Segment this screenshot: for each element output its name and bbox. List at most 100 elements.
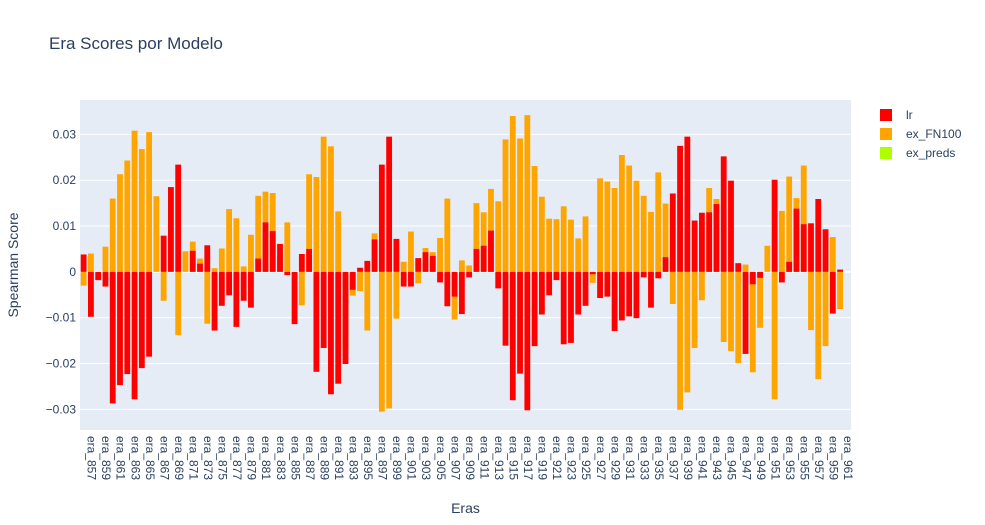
bar-ex_FN100-era_914[interactable]: [495, 201, 502, 272]
bar-lr-era_948[interactable]: [742, 271, 749, 354]
bar-lr-era_890[interactable]: [320, 271, 327, 348]
bar-lr-era_888[interactable]: [306, 248, 313, 272]
bar-ex_FN100-era_915[interactable]: [502, 139, 509, 272]
bar-ex_FN100-era_942[interactable]: [698, 271, 705, 301]
bar-ex_FN100-era_858[interactable]: [88, 253, 94, 272]
bar-lr-era_919[interactable]: [531, 271, 538, 347]
bar-lr-era_926[interactable]: [582, 271, 589, 306]
bar-lr-era_914[interactable]: [495, 271, 502, 289]
bar-lr-era_913[interactable]: [488, 230, 494, 272]
bar-ex_FN100-era_934[interactable]: [640, 195, 647, 272]
bar-lr-era_946[interactable]: [728, 180, 734, 272]
bar-ex_FN100-era_860[interactable]: [102, 246, 109, 272]
bar-ex_FN100-era_920[interactable]: [538, 196, 545, 272]
bar-lr-era_904[interactable]: [422, 252, 429, 272]
bar-lr-era_960[interactable]: [829, 271, 836, 314]
bar-ex_FN100-era_940[interactable]: [684, 271, 691, 393]
bar-ex_FN100-era_930[interactable]: [611, 188, 618, 272]
bar-lr-era_941[interactable]: [691, 220, 698, 272]
bar-lr-era_929[interactable]: [604, 271, 611, 297]
bar-lr-era_895[interactable]: [357, 267, 363, 272]
bar-ex_FN100-era_892[interactable]: [335, 211, 342, 272]
bar-lr-era_894[interactable]: [349, 271, 356, 290]
bar-ex_FN100-era_864[interactable]: [131, 130, 138, 272]
bar-ex_FN100-era_951[interactable]: [764, 245, 771, 272]
bar-lr-era_870[interactable]: [175, 164, 182, 272]
bar-ex_FN100-era_937[interactable]: [662, 203, 669, 272]
bar-lr-era_943[interactable]: [706, 212, 713, 272]
bar-lr-era_915[interactable]: [502, 271, 509, 346]
bar-ex_FN100-era_890[interactable]: [320, 136, 327, 272]
bar-ex_FN100-era_899[interactable]: [386, 271, 393, 409]
bar-ex_FN100-era_959[interactable]: [822, 271, 829, 347]
bar-lr-era_869[interactable]: [168, 187, 174, 272]
bar-ex_FN100-era_902[interactable]: [408, 231, 414, 272]
bar-lr-era_906[interactable]: [437, 271, 443, 283]
bar-ex_FN100-era_911[interactable]: [473, 203, 480, 272]
bar-ex_FN100-era_900[interactable]: [393, 271, 400, 319]
bar-lr-era_921[interactable]: [546, 271, 553, 296]
bar-lr-era_893[interactable]: [342, 271, 349, 364]
bar-ex_FN100-era_948[interactable]: [742, 264, 749, 272]
bar-lr-era_902[interactable]: [408, 271, 414, 287]
bar-lr-era_938[interactable]: [669, 193, 676, 272]
bar-lr-era_922[interactable]: [553, 271, 560, 281]
bar-lr-era_903[interactable]: [415, 258, 422, 272]
bar-lr-era_859[interactable]: [95, 271, 102, 281]
bar-ex_FN100-era_879[interactable]: [240, 266, 247, 272]
bar-lr-era_920[interactable]: [538, 271, 545, 315]
bar-lr-era_954[interactable]: [786, 261, 793, 272]
bar-ex_FN100-era_945[interactable]: [720, 271, 727, 342]
bar-lr-era_916[interactable]: [509, 271, 516, 401]
bar-ex_FN100-era_878[interactable]: [233, 218, 240, 272]
bar-ex_FN100-era_961[interactable]: [837, 271, 843, 309]
bar-lr-era_897[interactable]: [371, 239, 378, 272]
bar-lr-era_947[interactable]: [735, 263, 742, 272]
legend-label-lr[interactable]: lr: [906, 108, 913, 122]
bar-lr-era_908[interactable]: [451, 271, 458, 297]
bar-lr-era_881[interactable]: [255, 258, 262, 272]
bar-ex_FN100-era_958[interactable]: [815, 271, 822, 380]
bar-ex_FN100-era_885[interactable]: [284, 222, 291, 272]
bar-lr-era_901[interactable]: [400, 271, 407, 287]
bar-ex_FN100-era_954[interactable]: [786, 176, 793, 272]
bar-lr-era_959[interactable]: [822, 229, 829, 272]
bar-lr-era_865[interactable]: [138, 271, 145, 369]
bar-lr-era_935[interactable]: [648, 271, 654, 308]
bar-ex_FN100-era_875[interactable]: [211, 268, 218, 272]
bar-ex_FN100-era_923[interactable]: [560, 206, 567, 272]
bar-ex_FN100-era_939[interactable]: [677, 271, 683, 410]
bar-ex_FN100-era_895[interactable]: [357, 271, 363, 292]
bar-lr-era_932[interactable]: [626, 271, 633, 317]
bar-lr-era_953[interactable]: [778, 271, 785, 283]
bar-ex_FN100-era_927[interactable]: [589, 271, 596, 283]
bar-lr-era_958[interactable]: [815, 199, 822, 272]
bar-lr-era_940[interactable]: [684, 136, 691, 272]
bar-lr-era_900[interactable]: [393, 238, 400, 272]
bar-ex_FN100-era_870[interactable]: [175, 271, 182, 336]
legend-label-ex_FN100[interactable]: ex_FN100: [906, 127, 962, 141]
bar-lr-era_862[interactable]: [117, 271, 123, 386]
bar-lr-era_933[interactable]: [633, 271, 640, 319]
bar-ex_FN100-era_949[interactable]: [749, 271, 756, 373]
bar-lr-era_952[interactable]: [771, 179, 778, 272]
bar-ex_FN100-era_862[interactable]: [117, 174, 123, 272]
bar-lr-era_878[interactable]: [233, 271, 240, 327]
bar-ex_FN100-era_874[interactable]: [204, 271, 211, 324]
bar-lr-era_961[interactable]: [837, 269, 843, 272]
bar-lr-era_945[interactable]: [720, 156, 727, 272]
bar-ex_FN100-era_960[interactable]: [829, 237, 836, 272]
bar-ex_FN100-era_931[interactable]: [618, 155, 625, 272]
bar-lr-era_925[interactable]: [575, 271, 582, 315]
bar-ex_FN100-era_889[interactable]: [313, 177, 320, 272]
bar-ex_FN100-era_935[interactable]: [648, 211, 654, 272]
bar-ex_FN100-era_956[interactable]: [800, 165, 807, 272]
bar-ex_FN100-era_918[interactable]: [524, 115, 531, 272]
bar-ex_FN100-era_880[interactable]: [248, 234, 254, 272]
bar-lr-era_911[interactable]: [473, 248, 480, 272]
bar-lr-era_860[interactable]: [102, 271, 109, 287]
bar-ex_FN100-era_946[interactable]: [728, 271, 734, 352]
legend-swatch-ex_FN100[interactable]: [880, 128, 892, 140]
bar-lr-era_873[interactable]: [197, 263, 203, 272]
bar-lr-era_875[interactable]: [211, 271, 218, 331]
